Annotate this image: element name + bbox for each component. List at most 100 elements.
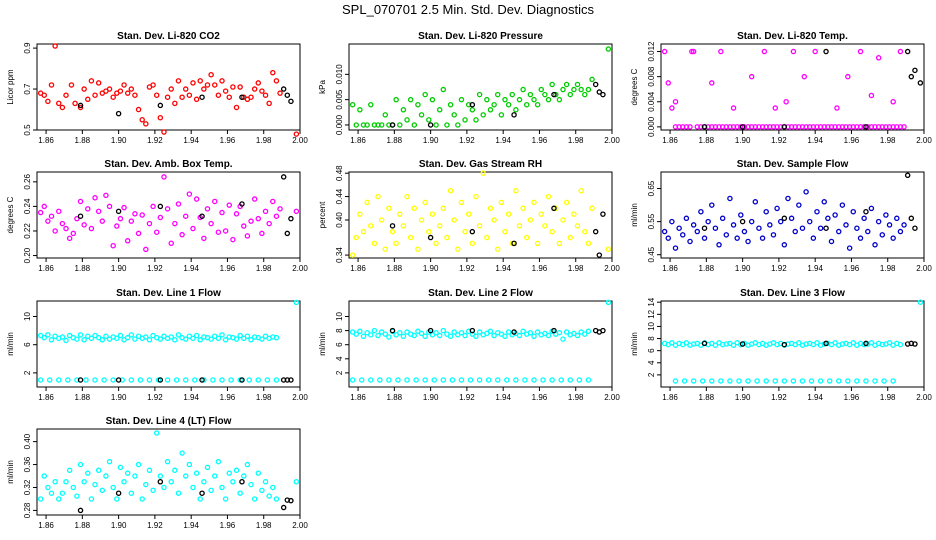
data-point [772,378,779,384]
data-point [56,100,62,107]
data-point [553,205,559,212]
data-point [520,328,526,335]
y-tick-label: 8 [335,328,344,333]
x-tick-label: 1.94 [183,136,199,145]
data-point [836,378,842,384]
calibration-point [551,327,557,334]
calibration-point [427,122,434,128]
data-point [168,478,174,485]
calibration-point [115,490,122,496]
x-tick-label: 1.96 [532,393,548,402]
x-tick-label: 1.88 [387,136,403,145]
data-point [48,213,55,219]
data-point [796,202,802,208]
data-point [179,450,185,456]
data-point [505,211,512,217]
data-point [139,117,145,123]
plot-frame [348,43,613,131]
data-point [226,470,233,476]
data-point [560,336,566,342]
panel-title: Stan. Dev. Li-820 Pressure [418,31,543,42]
data-point [190,335,196,342]
data-point [45,98,51,105]
x-tick-label: 1.90 [111,264,127,273]
data-point [397,211,403,217]
data-point [124,238,131,244]
data-point [810,235,817,241]
x-tick-label: 1.96 [220,521,236,530]
data-point [382,246,389,252]
data-point [175,78,182,84]
data-point [233,336,240,342]
y-tick-label: 0.26 [23,173,32,189]
data-point [868,205,875,212]
data-point [146,377,153,383]
data-point [531,96,537,103]
x-tick-label: 1.92 [147,264,163,273]
data-point [825,215,831,222]
data-point [277,206,283,212]
data-point [378,217,385,223]
x-tick-label: 2.00 [604,264,620,273]
data-point [473,333,479,339]
data-point [182,86,189,92]
data-point [371,327,378,334]
data-point [404,377,410,383]
data-point [502,96,508,103]
data-point [215,92,222,98]
data-point [386,377,392,383]
data-point [139,496,145,502]
calibration-point [427,327,434,334]
data-point [455,246,461,252]
data-point [59,220,66,227]
data-point [248,218,254,224]
data-point [382,331,389,337]
data-point [850,208,857,215]
data-point [219,484,225,491]
data-point [182,473,189,479]
calibration-point [157,377,164,383]
data-point [563,81,570,88]
data-point [210,377,216,383]
data-point [476,91,483,98]
x-tick-label: 1.96 [532,264,548,273]
data-point [222,496,229,502]
y-tick-label: 0.40 [335,212,344,228]
x-tick-label: 1.88 [387,393,403,402]
data-point [168,86,174,92]
data-point [153,92,160,98]
data-point [433,122,439,128]
data-point [41,92,48,98]
data-point [605,46,612,52]
x-tick-label: 1.92 [459,136,475,145]
chart-panel-6: Stan. Dev. Sample Flow ml/min 1.86 1.88 1.90… [630,159,932,273]
x-tick-label: 1.90 [111,393,127,402]
data-point [576,377,583,383]
data-point [669,105,675,111]
data-point [772,105,779,111]
data-point [498,199,505,206]
data-point [128,218,135,224]
data-point [567,234,574,241]
y-tick-label: 2 [335,370,344,375]
data-point [95,467,102,474]
data-point [212,198,218,205]
data-point [799,378,806,384]
data-point [730,342,737,348]
data-point [219,377,225,383]
data-point [368,377,374,383]
data-point [273,78,280,84]
x-tick-label: 1.90 [423,264,439,273]
calibration-point [469,101,476,108]
x-tick-label: 2.00 [916,264,932,273]
data-point [124,334,131,341]
x-tick-label: 1.92 [459,393,475,402]
data-point [883,212,889,218]
x-tick-label: 1.90 [735,136,751,145]
data-point [215,458,222,465]
data-point [52,228,58,234]
data-point [63,92,69,98]
data-point [358,377,365,383]
calibration-point [389,122,396,128]
data-point [110,377,116,383]
